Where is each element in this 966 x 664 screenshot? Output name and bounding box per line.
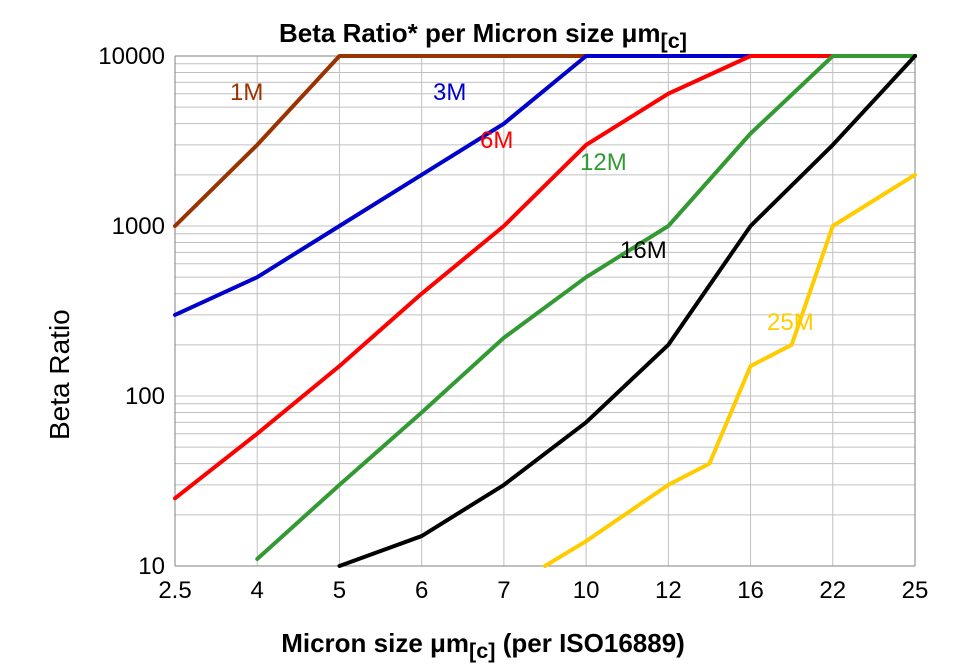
x-tick-label: 2.5 xyxy=(158,577,191,604)
series-label-3M: 3M xyxy=(433,79,466,106)
y-tick-label: 10 xyxy=(138,553,165,580)
beta-ratio-chart: Beta Ratio* per Micron size μm[c] Beta R… xyxy=(0,0,966,662)
x-tick-label: 25 xyxy=(902,577,929,604)
x-tick-label: 7 xyxy=(497,577,510,604)
x-tick-label: 22 xyxy=(819,577,846,604)
series-label-25M: 25M xyxy=(767,309,814,336)
x-tick-label: 6 xyxy=(415,577,428,604)
y-tick-label: 1000 xyxy=(112,213,165,240)
series-label-16M: 16M xyxy=(620,237,667,264)
x-tick-label: 10 xyxy=(573,577,600,604)
chart-plot-area: 2.5 4 5 6 7 10 12 16 22 25 10 100 1000 10000 1M 3M 6M 12M… xyxy=(0,0,966,662)
x-tick-label: 4 xyxy=(251,577,264,604)
x-tick-label: 12 xyxy=(655,577,682,604)
series-label-12M: 12M xyxy=(580,149,627,176)
x-tick-label: 16 xyxy=(737,577,764,604)
x-tick-label: 5 xyxy=(333,577,346,604)
y-tick-label: 10000 xyxy=(98,43,165,70)
series-label-6M: 6M xyxy=(480,127,513,154)
series-label-1M: 1M xyxy=(230,79,263,106)
y-tick-label: 100 xyxy=(125,383,165,410)
